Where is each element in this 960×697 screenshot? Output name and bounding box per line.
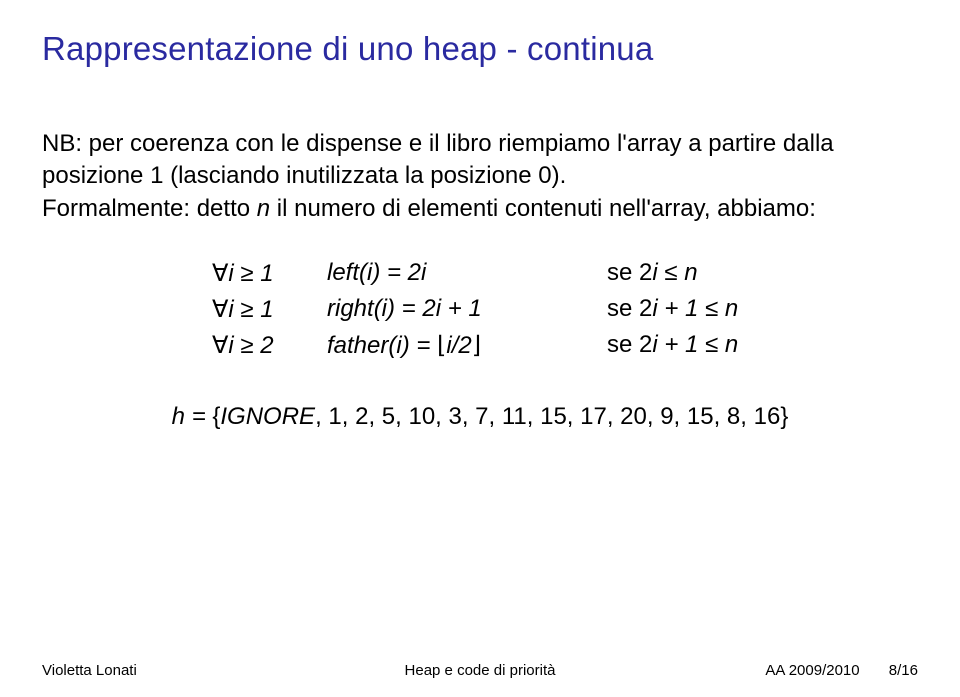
f3-father: father(i) = [327, 332, 437, 359]
h-values: , 1, 2, 5, 10, 3, 7, 11, 15, 17, 20, 9, … [315, 403, 780, 430]
formal-n: n [257, 195, 270, 222]
f2-cond2: se 2i + 1 ≤ n [607, 295, 738, 323]
formal-text-a: Formalmente: detto [42, 195, 257, 222]
f3-quant: ∀i ≥ 2 [212, 331, 327, 360]
formula-row-2: ∀i ≥ 1 right(i) = 2i + 1 se 2i + 1 ≤ n [212, 291, 918, 327]
f1-quant: ∀i ≥ 1 [212, 259, 327, 288]
f3-cond: i ≥ 2 [228, 332, 273, 359]
f3-frac: i/2 [446, 332, 471, 359]
f3-se: se 2 [607, 331, 652, 358]
h-lhs: h = [172, 403, 213, 430]
f3-def: father(i) = ⌊i/2⌋ [327, 331, 607, 360]
f3-cond2: se 2i + 1 ≤ n [607, 331, 738, 359]
f2-def: right(i) = 2i + 1 [327, 295, 607, 323]
formula-row-1: ∀i ≥ 1 left(i) = 2i se 2i ≤ n [212, 255, 918, 291]
f1-rhs: i ≤ n [652, 259, 697, 286]
f2-cond: i ≥ 1 [228, 296, 273, 323]
footer-title: Heap e code di priorità [0, 662, 960, 679]
f2-rhs: i + 1 ≤ n [652, 295, 738, 322]
nb-text: NB: per coerenza con le dispense e il li… [42, 130, 834, 189]
formula-row-3: ∀i ≥ 2 father(i) = ⌊i/2⌋ se 2i + 1 ≤ n [212, 327, 918, 363]
f3-rhs: i + 1 ≤ n [652, 331, 738, 358]
formal-text-c: il numero di elementi contenuti nell'arr… [270, 195, 816, 222]
f1-se: se 2 [607, 259, 652, 286]
f1-cond: i ≥ 1 [228, 260, 273, 287]
f2-se: se 2 [607, 295, 652, 322]
formula-block: ∀i ≥ 1 left(i) = 2i se 2i ≤ n ∀i ≥ 1 rig… [212, 255, 918, 363]
forall-2: ∀ [212, 296, 228, 323]
f1-def: left(i) = 2i [327, 259, 607, 287]
h-ignore: IGNORE [220, 403, 315, 430]
footer: Violetta Lonati Heap e code di priorità … [0, 662, 960, 679]
f1-cond2: se 2i ≤ n [607, 259, 698, 287]
h-definition: h = {IGNORE, 1, 2, 5, 10, 3, 7, 11, 15, … [42, 403, 918, 431]
f2-quant: ∀i ≥ 1 [212, 295, 327, 324]
slide-title: Rappresentazione di uno heap - continua [42, 30, 918, 68]
slide: Rappresentazione di uno heap - continua … [0, 0, 960, 697]
brace-right-icon: } [780, 403, 788, 430]
forall-3: ∀ [212, 332, 228, 359]
floor-r-icon: ⌋ [472, 332, 481, 359]
body-paragraph: NB: per coerenza con le dispense e il li… [42, 128, 918, 225]
forall-1: ∀ [212, 260, 228, 287]
